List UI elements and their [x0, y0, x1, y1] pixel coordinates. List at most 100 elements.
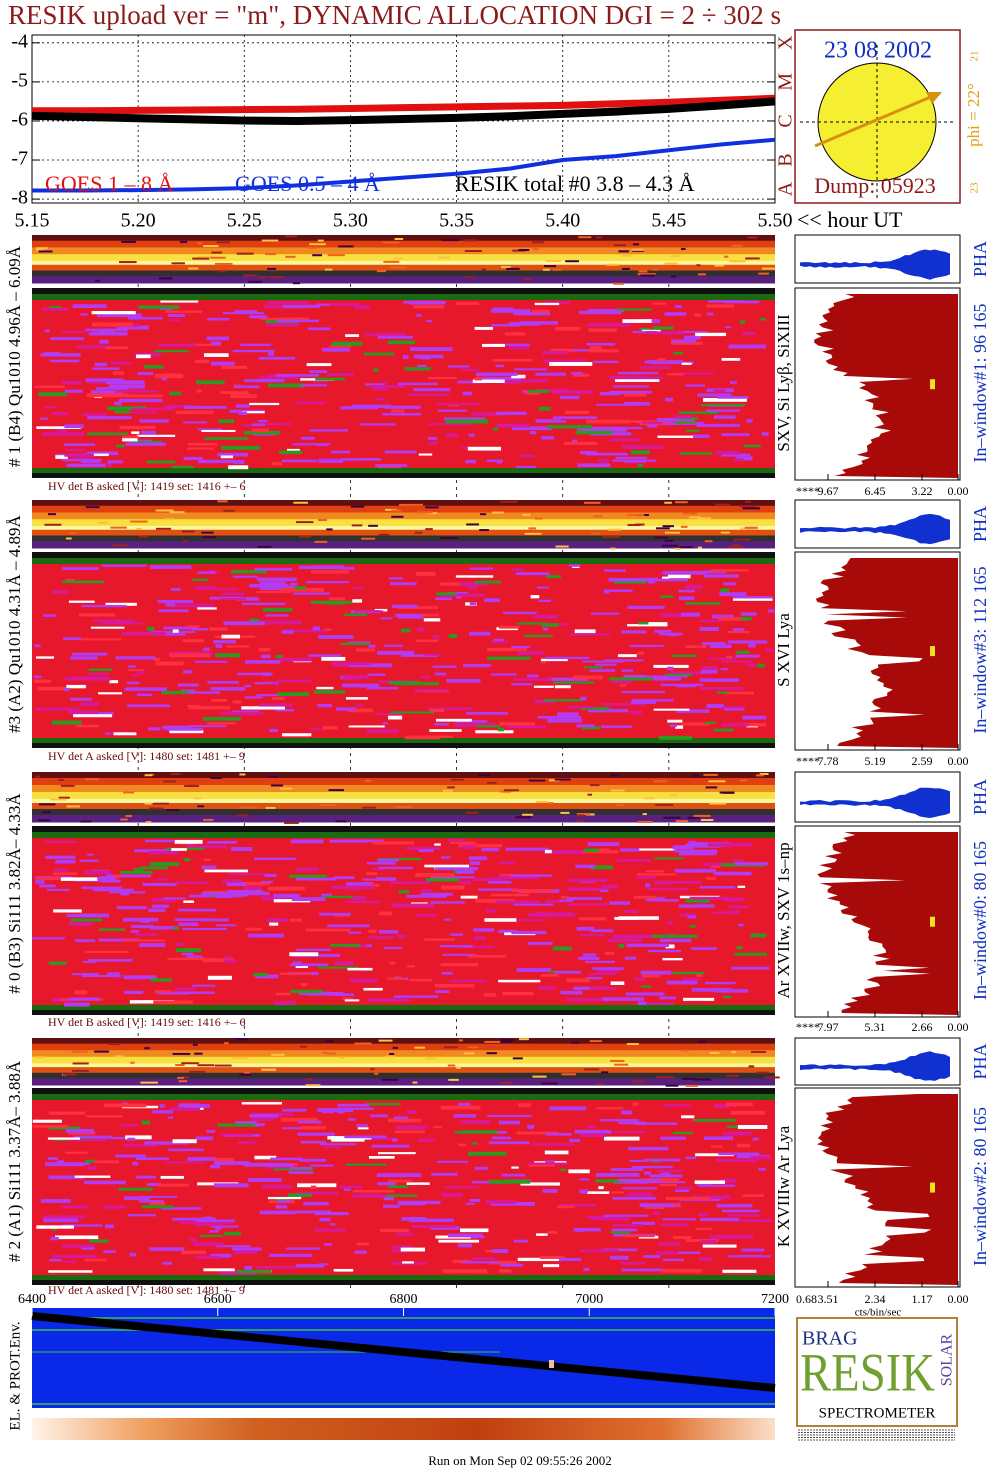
- spectrogram-streak: [178, 1103, 200, 1108]
- spectrogram-streak: [544, 849, 552, 854]
- spectrogram-streak: [181, 952, 194, 956]
- strip-speck: [60, 784, 75, 787]
- spectrogram-streak: [492, 1249, 509, 1253]
- spectrogram-streak: [240, 343, 272, 347]
- spectrogram-streak: [67, 710, 99, 714]
- spectrogram-streak: [609, 438, 640, 442]
- spectrogram-streak: [125, 394, 163, 398]
- spectrogram-streak: [603, 569, 626, 572]
- spectrogram-streak: [130, 930, 140, 933]
- spectrogram-streak: [194, 343, 221, 346]
- spectrogram-streak: [139, 926, 173, 929]
- spectrogram-streak: [138, 305, 180, 309]
- spectrogram-streak: [538, 406, 551, 411]
- spectrogram-streak: [264, 873, 277, 877]
- spectrogram-streak: [389, 881, 431, 885]
- spectrogram-streak: [76, 724, 99, 728]
- spectrogram-streak: [547, 677, 588, 681]
- spectrogram-streak: [510, 874, 553, 877]
- spectrogram-streak: [498, 1269, 512, 1273]
- spectrogram-streak: [705, 409, 740, 412]
- spectrogram-streak: [388, 681, 421, 685]
- spectrogram-streak: [588, 328, 617, 332]
- spectrogram-streak: [93, 619, 135, 623]
- spectrogram-streak: [448, 633, 458, 638]
- spectrogram-streak: [141, 430, 156, 435]
- spectrogram-streak: [195, 585, 215, 590]
- spectrogram-streak: [632, 1102, 639, 1106]
- spectrogram-streak: [106, 874, 151, 878]
- strip-speck: [685, 1084, 699, 1087]
- strip-speck: [478, 773, 491, 776]
- spectrogram-streak: [433, 1126, 443, 1129]
- spectrogram-streak: [672, 845, 694, 850]
- spectrogram-streak: [731, 966, 770, 970]
- strip-speck: [153, 802, 169, 805]
- hv-status: HV det A asked [V]: 1480 set: 1481 +– 9: [48, 749, 245, 763]
- spectrogram-streak: [65, 1128, 94, 1133]
- strip-speck: [374, 1072, 379, 1075]
- spectrogram-streak: [368, 1155, 395, 1159]
- spectrogram-streak: [498, 929, 518, 933]
- x-axis-label: << hour UT: [797, 207, 903, 232]
- spectrogram-streak: [406, 846, 441, 850]
- spectrogram-streak: [449, 979, 487, 983]
- strip-speck: [326, 528, 333, 531]
- strip-speck: [631, 1080, 646, 1083]
- spectrogram-streak: [573, 1227, 601, 1232]
- spectrogram-streak: [243, 886, 262, 890]
- strip-band: [32, 276, 775, 284]
- spectrogram-streak: [377, 335, 413, 339]
- strip-speck: [632, 248, 644, 251]
- spectrogram-streak: [568, 878, 608, 882]
- spectrogram-streak: [363, 987, 383, 991]
- spectrogram-streak: [212, 588, 238, 591]
- spectrogram-streak: [340, 566, 355, 570]
- strip-speck: [239, 1073, 252, 1076]
- spectrogram-streak: [207, 841, 237, 844]
- spectrogram-streak: [209, 627, 228, 631]
- strip-speck: [382, 241, 400, 244]
- spectrogram-streak: [43, 614, 56, 617]
- spectrogram-streak: [528, 1164, 555, 1167]
- strip-speck: [312, 254, 323, 257]
- strip-band: [32, 541, 775, 549]
- spectrogram-streak: [275, 317, 310, 320]
- spectrogram-streak: [230, 847, 253, 852]
- spectrogram-streak: [571, 439, 578, 443]
- spectrogram-streak: [113, 732, 137, 736]
- spectrogram-streak: [62, 1244, 95, 1248]
- spectrogram-streak: [547, 718, 583, 723]
- spectrogram-streak: [659, 938, 692, 943]
- spectrogram-streak: [664, 312, 687, 316]
- strip-speck: [223, 1042, 229, 1045]
- spectrogram-edge: [32, 743, 775, 748]
- spectrogram-streak: [35, 656, 55, 659]
- spectrogram-streak: [419, 357, 431, 360]
- strip-speck: [364, 779, 372, 782]
- spectrogram-streak: [588, 349, 619, 353]
- spectrogram-streak: [632, 1221, 655, 1226]
- strip-band: [32, 1056, 775, 1064]
- env-tick-label: 7200: [761, 1292, 789, 1307]
- spectrogram-streak: [539, 1255, 565, 1259]
- spectrogram-streak: [722, 300, 760, 304]
- spectrogram-streak: [238, 411, 248, 416]
- spectrogram-edge: [32, 1010, 775, 1015]
- strip-speck: [260, 1066, 277, 1069]
- spectrogram-streak: [169, 1107, 201, 1112]
- spectrogram-streak: [423, 618, 441, 622]
- spectrogram-streak: [336, 707, 356, 711]
- spectrogram-streak: [158, 343, 201, 347]
- spectrogram-streak: [739, 320, 746, 324]
- strip-speck: [682, 1077, 695, 1080]
- spectrum-histogram: [816, 1094, 958, 1285]
- spectrogram-streak: [307, 327, 331, 331]
- hist-overflow: ****: [796, 484, 820, 498]
- strip-speck: [595, 236, 602, 239]
- strip-speck: [114, 1055, 124, 1058]
- spectrogram-streak: [254, 1155, 277, 1160]
- spectrogram-streak: [32, 937, 65, 940]
- strip-speck: [425, 506, 439, 509]
- spectrogram-streak: [589, 986, 617, 990]
